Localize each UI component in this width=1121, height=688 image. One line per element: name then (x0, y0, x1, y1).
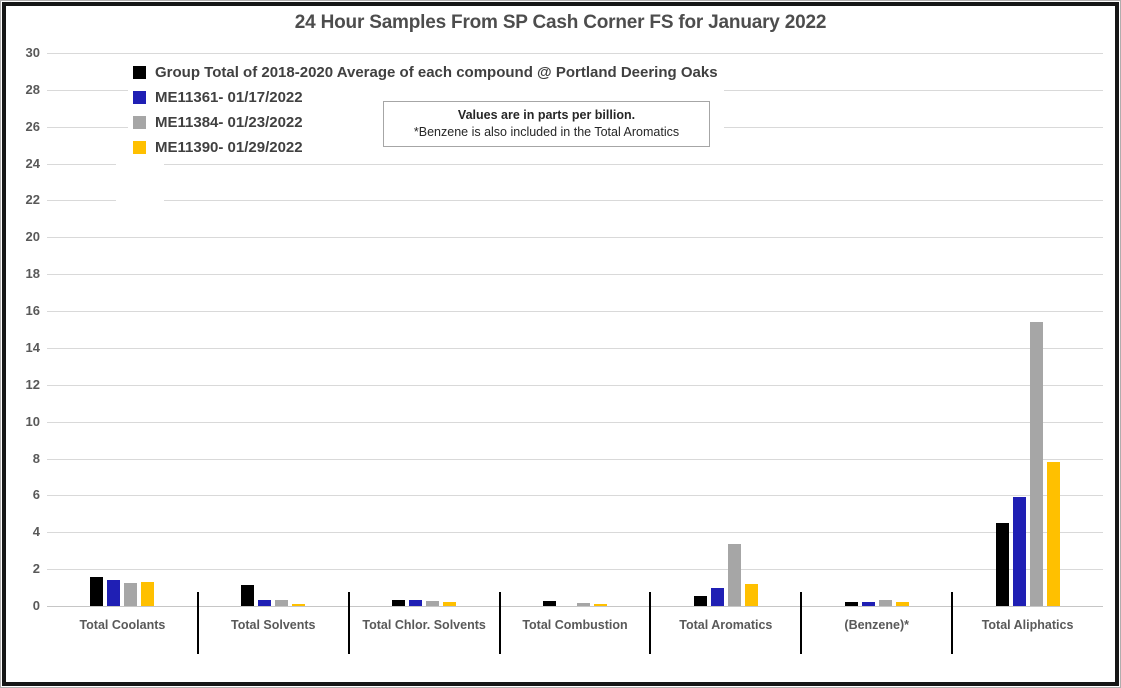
y-axis-tick-30: 30 (25, 45, 40, 60)
bar-series4-cat5 (744, 584, 758, 606)
bar-series1-cat4 (542, 601, 556, 606)
bar-series3-cat4 (576, 603, 590, 606)
category-divider-6 (951, 592, 954, 654)
blank-textbox-patch (116, 155, 164, 215)
bar-series3-cat7 (1029, 322, 1043, 606)
bar-series1-cat5 (693, 596, 707, 606)
legend-label: ME11384- 01/23/2022 (155, 114, 303, 131)
y-axis-tick-10: 10 (25, 413, 40, 429)
gridline-2 (47, 569, 1103, 571)
legend-label: Group Total of 2018-2020 Average of each… (155, 64, 718, 81)
category-divider-1 (196, 592, 199, 654)
category-divider-3 (498, 592, 501, 654)
y-axis-tick-28: 28 (25, 81, 40, 97)
bar-series4-cat7 (1046, 462, 1060, 606)
bar-group-3 (349, 53, 500, 606)
x-axis-line (47, 606, 1103, 607)
bar-series3-cat1 (124, 583, 138, 606)
y-axis-tick-26: 26 (25, 118, 40, 134)
gridline-16 (47, 311, 1103, 313)
bar-group-6 (801, 53, 952, 606)
bar-series2-cat7 (1012, 497, 1026, 606)
bar-series2-cat2 (258, 600, 272, 606)
bar-series4-cat2 (292, 604, 306, 606)
y-axis-tick-12: 12 (25, 376, 40, 392)
y-axis-tick-20: 20 (25, 229, 40, 245)
bar-series2-cat1 (107, 580, 121, 606)
bar-series2-cat3 (409, 600, 423, 606)
bar-group-7 (952, 53, 1103, 606)
gridline-20 (47, 237, 1103, 239)
legend-label: ME11361- 01/17/2022 (155, 89, 303, 106)
category-label-1: Total Coolants (79, 618, 166, 632)
y-axis-tick-4: 4 (32, 524, 40, 540)
bar-group-4 (500, 53, 651, 606)
y-axis-tick-16: 16 (25, 303, 40, 319)
category-label-4: Total Combustion (522, 618, 628, 632)
y-axis-tick-2: 2 (32, 561, 40, 577)
bar-series4-cat4 (593, 604, 607, 606)
bar-series1-cat2 (241, 585, 255, 606)
gridline-4 (47, 532, 1103, 534)
bar-series1-cat3 (392, 600, 406, 606)
bar-series4-cat6 (895, 602, 909, 606)
annotation-box: Values are in parts per billion. *Benzen… (383, 101, 710, 147)
bar-series3-cat3 (426, 601, 440, 606)
legend-item-3: ME11384- 01/23/2022 (133, 110, 718, 135)
legend-swatch-icon (133, 116, 146, 129)
bar-series3-cat5 (727, 544, 741, 606)
legend-item-2: ME11361- 01/17/2022 (133, 85, 718, 110)
bar-series4-cat3 (443, 602, 457, 606)
bar-series1-cat1 (90, 577, 104, 606)
gridline-18 (47, 274, 1103, 276)
category-label-2: Total Solvents (231, 618, 316, 632)
y-axis-tick-24: 24 (25, 155, 40, 171)
legend-label: ME11390- 01/29/2022 (155, 139, 303, 156)
gridline-22 (47, 200, 1103, 202)
legend-swatch-icon (133, 91, 146, 104)
gridline-14 (47, 347, 1103, 349)
gridline-10 (47, 421, 1103, 423)
bar-series1-cat6 (844, 602, 858, 606)
legend-swatch-icon (133, 141, 146, 154)
bar-series2-cat5 (710, 588, 724, 606)
category-label-5: Total Aromatics (679, 618, 773, 632)
y-axis-tick-0: 0 (32, 598, 40, 613)
bar-series3-cat6 (878, 600, 892, 606)
bar-series4-cat1 (141, 582, 155, 606)
category-label-6: (Benzene)* (844, 618, 909, 632)
bar-group-2 (198, 53, 349, 606)
bar-series3-cat2 (275, 600, 289, 606)
gridline-12 (47, 384, 1103, 386)
y-axis-tick-6: 6 (32, 487, 40, 503)
gridline-8 (47, 458, 1103, 460)
gridline-24 (47, 163, 1103, 165)
y-axis-tick-8: 8 (32, 450, 40, 466)
bar-series2-cat6 (861, 602, 875, 606)
bar-group-1 (47, 53, 198, 606)
legend-swatch-icon (133, 66, 146, 79)
legend-item-1: Group Total of 2018-2020 Average of each… (133, 60, 718, 85)
category-label-7: Total Aliphatics (981, 618, 1074, 632)
category-divider-2 (347, 592, 350, 654)
y-axis-tick-22: 22 (25, 192, 40, 208)
category-label-3: Total Chlor. Solvents (362, 618, 486, 632)
annotation-line1: Values are in parts per billion. (457, 108, 636, 122)
category-divider-4 (649, 592, 652, 654)
chart-title: 24 Hour Samples From SP Cash Corner FS f… (294, 12, 827, 33)
annotation-line2: *Benzene is also included in the Total A… (413, 125, 680, 139)
y-axis-tick-18: 18 (25, 266, 40, 282)
y-axis-tick-14: 14 (25, 339, 40, 355)
bar-series1-cat7 (995, 523, 1009, 606)
bar-group-5 (650, 53, 801, 606)
gridline-6 (47, 495, 1103, 497)
legend-item-4: ME11390- 01/29/2022 (133, 135, 718, 160)
category-divider-5 (800, 592, 803, 654)
gridline-30 (47, 53, 1103, 54)
